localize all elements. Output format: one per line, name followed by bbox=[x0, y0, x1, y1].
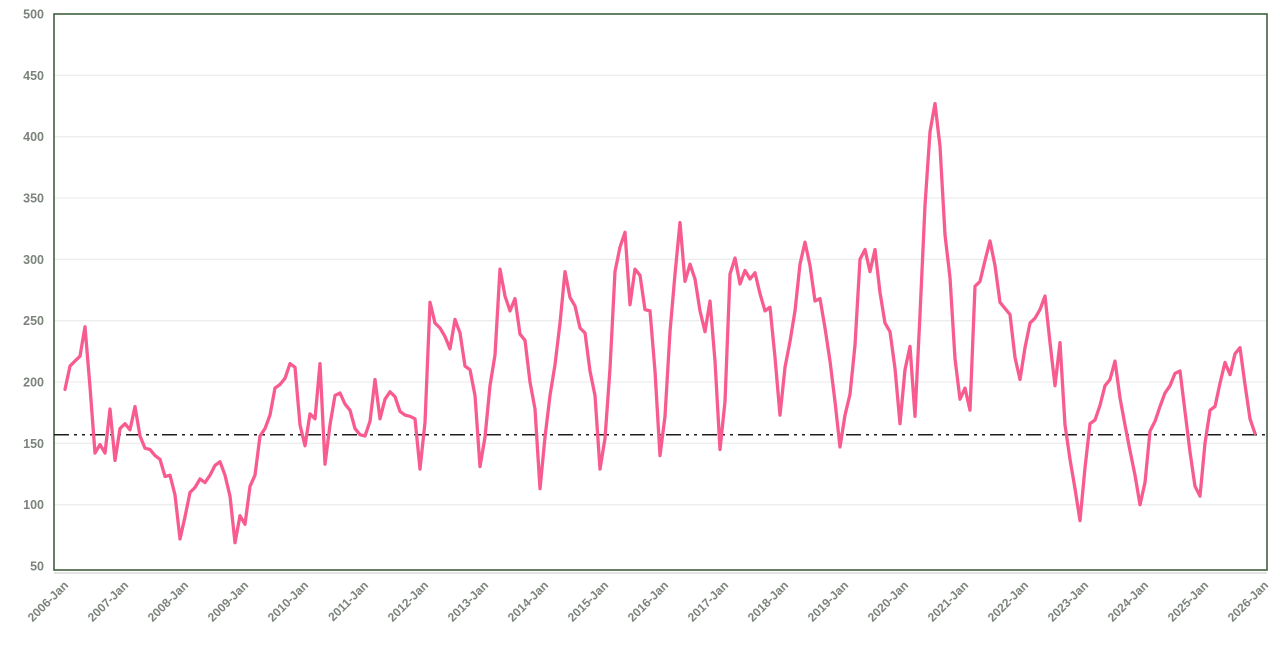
y-tick-label: 350 bbox=[23, 192, 44, 206]
y-tick-label: 400 bbox=[23, 130, 44, 144]
x-tick-label: 2020-Jan bbox=[865, 578, 911, 624]
x-tick-label: 2008-Jan bbox=[145, 578, 191, 624]
y-tick-label: 500 bbox=[23, 8, 44, 22]
y-tick-label: 200 bbox=[23, 376, 44, 390]
y-tick-label: 300 bbox=[23, 253, 44, 267]
x-tick-label: 2023-Jan bbox=[1045, 578, 1091, 624]
y-tick-label: 50 bbox=[30, 560, 44, 574]
x-tick-label: 2015-Jan bbox=[565, 578, 611, 624]
x-tick-label: 2025-Jan bbox=[1165, 578, 1211, 624]
x-tick-label: 2012-Jan bbox=[385, 578, 431, 624]
x-tick-label: 2009-Jan bbox=[205, 578, 251, 624]
y-tick-label: 450 bbox=[23, 69, 44, 83]
x-tick-label: 2021-Jan bbox=[925, 578, 971, 624]
plot-border bbox=[53, 13, 1268, 571]
x-tick-label: 2014-Jan bbox=[505, 578, 551, 624]
data-series-line bbox=[63, 101, 1257, 545]
x-tick-label: 2011-Jan bbox=[325, 578, 371, 624]
x-tick-label: 2007-Jan bbox=[85, 578, 131, 624]
x-tick-label: 2013-Jan bbox=[445, 578, 491, 624]
x-tick-label: 2024-Jan bbox=[1105, 578, 1151, 624]
x-tick-label: 2019-Jan bbox=[805, 578, 851, 624]
x-tick-label: 2006-Jan bbox=[25, 578, 71, 624]
y-tick-label: 150 bbox=[23, 437, 44, 451]
x-tick-label: 2016-Jan bbox=[625, 578, 671, 624]
x-tick-label: 2017-Jan bbox=[685, 578, 731, 624]
x-tick-label: 2026-Jan bbox=[1225, 578, 1271, 624]
y-tick-label: 250 bbox=[23, 314, 44, 328]
x-tick-label: 2010-Jan bbox=[265, 578, 311, 624]
x-tick-label: 2022-Jan bbox=[985, 578, 1031, 624]
x-tick-label: 2018-Jan bbox=[745, 578, 791, 624]
y-tick-label: 100 bbox=[23, 498, 44, 512]
